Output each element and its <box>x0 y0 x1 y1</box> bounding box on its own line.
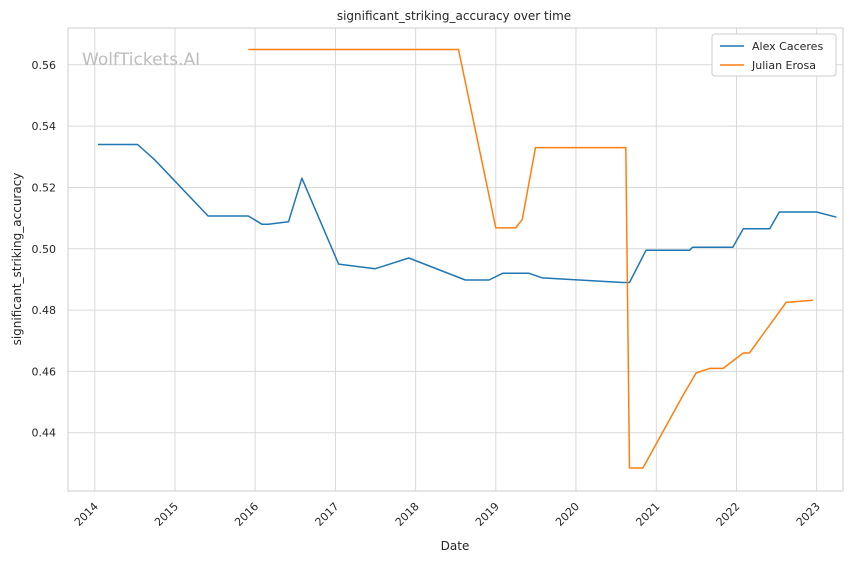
y-tick-label: 0.46 <box>32 365 57 378</box>
series-layer <box>97 48 837 469</box>
y-tick-label: 0.56 <box>32 59 57 72</box>
y-tick-labels: 0.44 0.46 0.48 0.50 0.52 0.54 0.56 <box>32 59 57 440</box>
chart-title: significant_striking_accuracy over time <box>337 9 571 23</box>
series-line-julian-erosa <box>248 48 813 469</box>
x-axis-label: Date <box>441 539 470 553</box>
series-line-alex-caceres <box>97 143 837 284</box>
plot-frame <box>67 27 844 492</box>
y-tick-label: 0.54 <box>32 120 57 133</box>
y-tick-label: 0.52 <box>32 181 57 194</box>
legend: Alex Caceres Julian Erosa <box>711 33 837 77</box>
watermark-text: WolfTickets.AI <box>82 50 200 70</box>
legend-entry: Alex Caceres <box>752 40 823 53</box>
y-tick-label: 0.44 <box>32 427 57 440</box>
y-tick-label: 0.48 <box>32 304 57 317</box>
y-tick-label: 0.50 <box>32 243 57 256</box>
grid-lines <box>68 28 843 491</box>
legend-entry: Julian Erosa <box>751 59 816 72</box>
y-axis-label: significant_striking_accuracy <box>10 173 24 346</box>
